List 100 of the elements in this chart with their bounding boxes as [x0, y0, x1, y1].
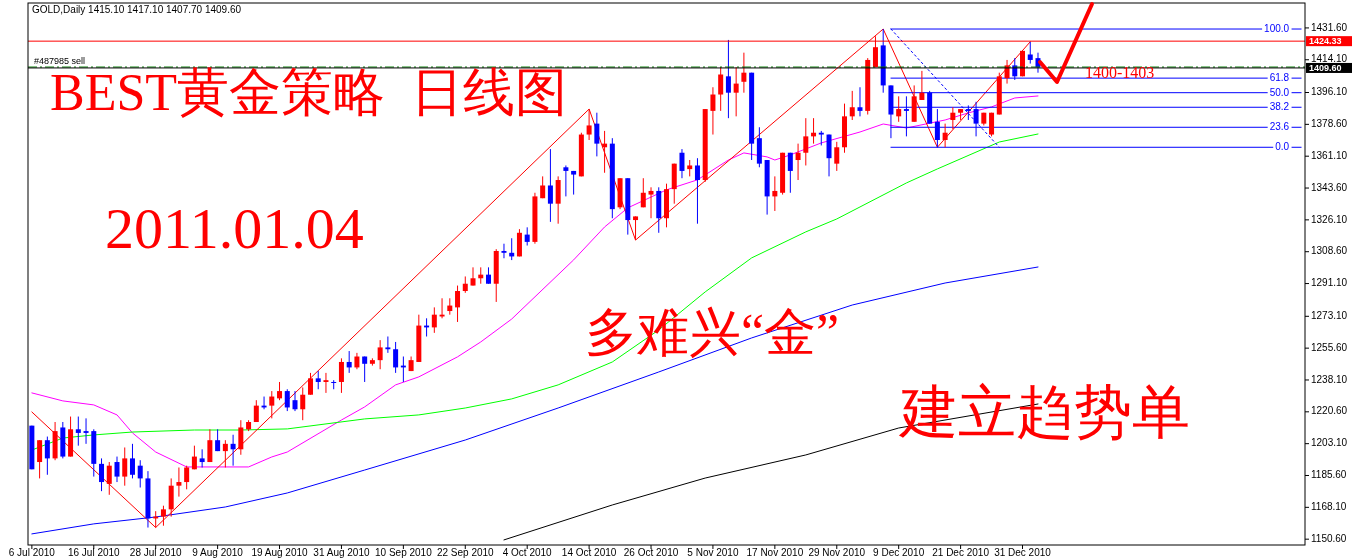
chart-title: GOLD,Daily 1415.10 1417.10 1407.70 1409.60	[32, 4, 242, 15]
x-tick-label: 29 Nov 2010	[808, 547, 866, 558]
y-tick-label: 1414.10	[1311, 53, 1348, 65]
x-tick-label: 5 Nov 2010	[687, 547, 739, 558]
y-tick-label: 1378.60	[1311, 117, 1348, 129]
candlestick	[857, 86, 863, 117]
candlestick	[300, 386, 306, 421]
candlestick	[277, 381, 283, 401]
candlestick	[648, 186, 654, 219]
y-tick-label: 1396.10	[1311, 86, 1348, 98]
x-tick-label: 4 Oct 2010	[502, 547, 553, 558]
candlestick	[594, 112, 600, 157]
candlestick	[83, 417, 89, 445]
ref-line-label: 1409.60	[1309, 62, 1342, 73]
candlestick	[795, 143, 801, 181]
candlestick	[803, 117, 809, 166]
x-tick-label: 21 Dec 2010	[932, 547, 990, 558]
candlestick	[346, 350, 352, 374]
candlestick	[710, 86, 716, 136]
candlestick	[1027, 41, 1033, 65]
candlestick	[942, 123, 948, 148]
candlestick	[362, 356, 368, 383]
y-tick-label: 1150.60	[1311, 532, 1347, 544]
candlestick	[516, 228, 522, 257]
ref-line-label: #487985 sell	[34, 56, 86, 67]
candlestick	[114, 456, 120, 483]
candlestick	[315, 370, 321, 390]
y-tick-label: 1220.60	[1311, 405, 1348, 417]
candlestick	[849, 90, 855, 121]
candlestick	[106, 461, 112, 496]
candlestick	[787, 152, 793, 194]
candlestick	[694, 157, 700, 225]
annotation: 2011.01.04	[105, 196, 364, 261]
candlestick	[238, 419, 244, 456]
candlestick	[168, 477, 174, 518]
y-tick-label: 1291.10	[1311, 277, 1348, 289]
y-tick-label: 1203.10	[1311, 437, 1348, 449]
series-label: 0.0	[1275, 141, 1290, 153]
candlestick	[199, 448, 205, 468]
candlestick	[718, 66, 724, 112]
x-tick-label: 10 Sep 2010	[375, 547, 433, 558]
candlestick	[741, 52, 747, 94]
y-tick-label: 1185.60	[1311, 469, 1347, 481]
candlestick	[826, 134, 832, 177]
ref-line-label: 1424.33	[1309, 36, 1342, 47]
candlestick	[323, 372, 329, 394]
candlestick	[950, 106, 956, 130]
candlestick	[919, 70, 925, 101]
candlestick	[75, 416, 81, 447]
candlestick	[896, 95, 902, 123]
series-label: 100.0	[1264, 23, 1290, 35]
candlestick	[207, 428, 213, 463]
x-tick-label: 26 Oct 2010	[623, 547, 679, 558]
series-label: 23.6	[1269, 121, 1290, 133]
candlestick	[292, 390, 298, 412]
annotation: 1400-1403	[1085, 64, 1155, 81]
candlestick	[633, 215, 639, 241]
candlestick	[470, 266, 476, 287]
series-label: 61.8	[1269, 72, 1290, 84]
y-tick-label: 1238.10	[1311, 373, 1348, 385]
candlestick	[524, 226, 530, 247]
candlestick	[44, 436, 50, 476]
candlestick	[269, 390, 275, 419]
candlestick	[377, 339, 383, 370]
x-tick-label: 16 Jul 2010	[67, 547, 121, 558]
candlestick	[455, 285, 461, 323]
candlestick	[555, 175, 561, 225]
x-tick-label: 14 Oct 2010	[561, 547, 617, 558]
candlestick	[725, 39, 731, 119]
candlestick	[772, 175, 778, 212]
y-tick-label: 1343.60	[1311, 181, 1348, 193]
y-tick-label: 1255.60	[1311, 341, 1348, 353]
candlestick	[230, 434, 236, 467]
x-tick-label: 9 Dec 2010	[873, 547, 925, 558]
candlestick	[184, 465, 190, 490]
y-tick-label: 1273.10	[1311, 309, 1348, 321]
candlestick	[586, 108, 592, 141]
y-tick-label: 1168.10	[1311, 500, 1347, 512]
series-label: 50.0	[1269, 86, 1290, 98]
candlestick	[733, 66, 739, 117]
x-tick-label: 19 Aug 2010	[251, 547, 309, 558]
y-tick-label: 1361.10	[1311, 149, 1348, 161]
annotation: BEST黄金策略 日线图	[50, 64, 568, 121]
y-tick-label: 1308.60	[1311, 245, 1348, 257]
candlestick	[99, 457, 105, 492]
candlestick	[307, 372, 313, 396]
series-label: 38.2	[1269, 101, 1290, 113]
candlestick	[501, 243, 507, 259]
candlestick	[679, 148, 685, 179]
candlestick	[284, 388, 290, 412]
x-tick-label: 31 Aug 2010	[313, 547, 370, 558]
candlestick	[176, 466, 182, 498]
x-tick-label: 22 Sep 2010	[436, 547, 495, 558]
candlestick	[338, 357, 344, 394]
x-tick-label: 17 Nov 2010	[746, 547, 804, 558]
y-tick-label: 1431.60	[1311, 21, 1348, 33]
candlestick	[122, 446, 128, 487]
candlestick	[137, 459, 143, 489]
x-tick-label: 28 Jul 2010	[129, 547, 182, 558]
candlestick	[431, 306, 437, 334]
